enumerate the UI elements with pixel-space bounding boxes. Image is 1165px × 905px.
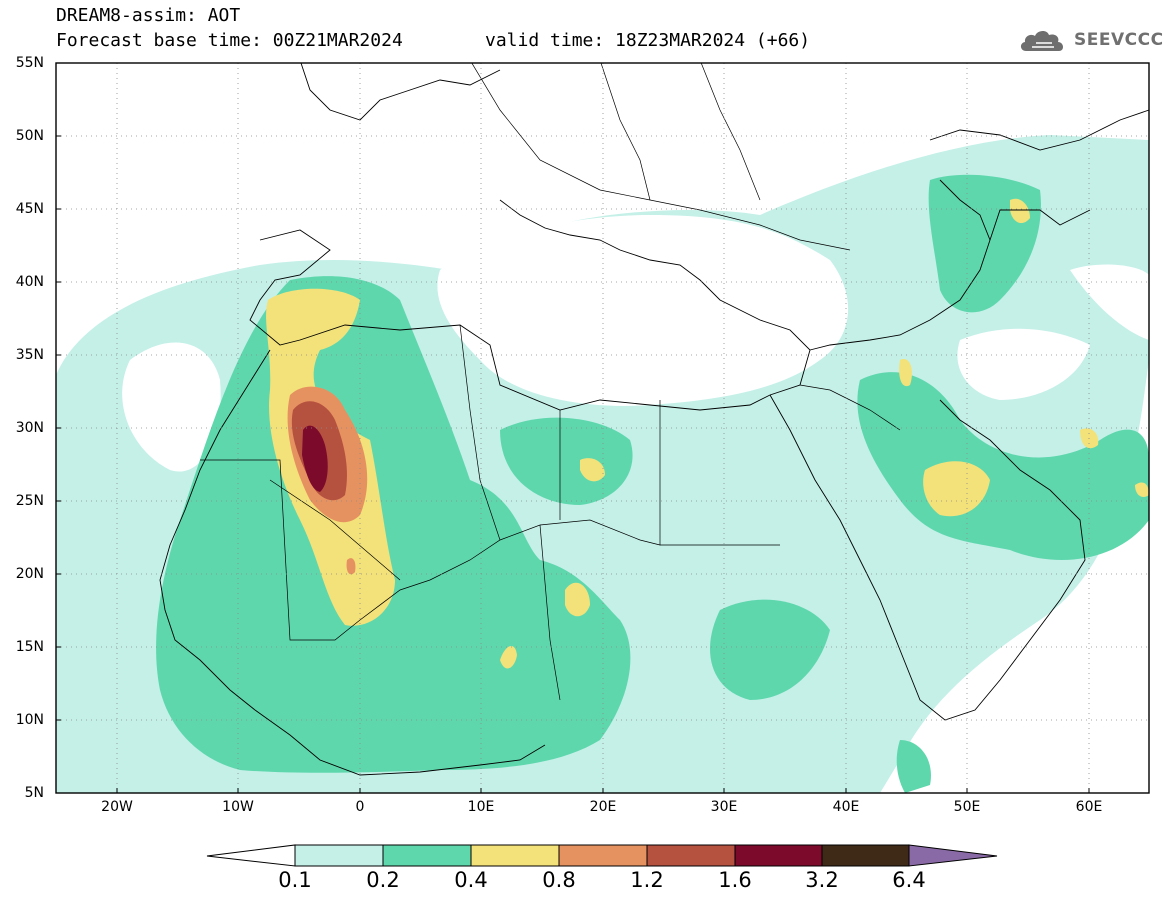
- colorbar-label: 0.8: [542, 868, 576, 892]
- aot-empty-areas: [122, 215, 1149, 472]
- logo-text: SEEVCCC: [1074, 30, 1164, 50]
- seevccc-logo: SEEVCCC: [1018, 26, 1164, 54]
- x-tick-label: 20W: [101, 799, 133, 815]
- colorbar-label: 3.2: [805, 868, 839, 892]
- colorbar-under-triangle: [206, 844, 296, 867]
- colorbar-box-7: [821, 844, 910, 867]
- x-tick-label: 50E: [953, 799, 981, 815]
- y-tick-label: 40N: [15, 274, 44, 290]
- forecast-base-time: Forecast base time: 00Z21MAR2024: [56, 30, 403, 51]
- y-tick-label: 5N: [24, 785, 44, 801]
- colorbar-box-3: [470, 844, 560, 867]
- colorbar-box-6: [734, 844, 823, 867]
- cloud-logo-icon: [1020, 30, 1064, 51]
- x-tick-label: 20E: [589, 799, 617, 815]
- y-tick-label: 15N: [15, 639, 44, 655]
- colorbar-box-2: [382, 844, 472, 867]
- colorbar-over-triangle: [908, 844, 998, 867]
- y-tick-label: 30N: [15, 420, 44, 436]
- x-tick-label: 10W: [222, 799, 254, 815]
- x-tick-label: 30E: [710, 799, 738, 815]
- x-tick-label: 40E: [832, 799, 860, 815]
- coastlines: [159, 63, 1149, 776]
- y-tick-label: 45N: [15, 201, 44, 217]
- x-tick-label: 0: [355, 799, 365, 815]
- country-borders: [200, 63, 901, 701]
- x-tick-label: 60E: [1075, 799, 1103, 815]
- y-tick-label: 10N: [15, 712, 44, 728]
- colorbar-box-1: [294, 844, 384, 867]
- x-tick-label: 10E: [467, 799, 495, 815]
- y-tick-label: 35N: [15, 347, 44, 363]
- valid-time: valid time: 18Z23MAR2024 (+66): [485, 30, 811, 51]
- colorbar-box-4: [558, 844, 648, 867]
- y-tick-label: 55N: [15, 55, 44, 71]
- aot-contour-1.6-3.2: [302, 425, 328, 492]
- graticule: [56, 63, 1149, 793]
- colorbar-box-5: [646, 844, 736, 867]
- y-tick-label: 20N: [15, 566, 44, 582]
- colorbar: [206, 844, 998, 867]
- axis-tick-marks: [56, 135, 1090, 793]
- colorbar-label: 0.2: [366, 868, 400, 892]
- y-tick-label: 25N: [15, 493, 44, 509]
- y-tick-label: 50N: [15, 128, 44, 144]
- colorbar-label: 6.4: [892, 868, 926, 892]
- colorbar-label: 0.1: [278, 868, 312, 892]
- colorbar-label: 1.2: [630, 868, 664, 892]
- map-title: DREAM8-assim: AOT: [56, 5, 241, 26]
- colorbar-label: 1.6: [718, 868, 752, 892]
- colorbar-label: 0.4: [454, 868, 488, 892]
